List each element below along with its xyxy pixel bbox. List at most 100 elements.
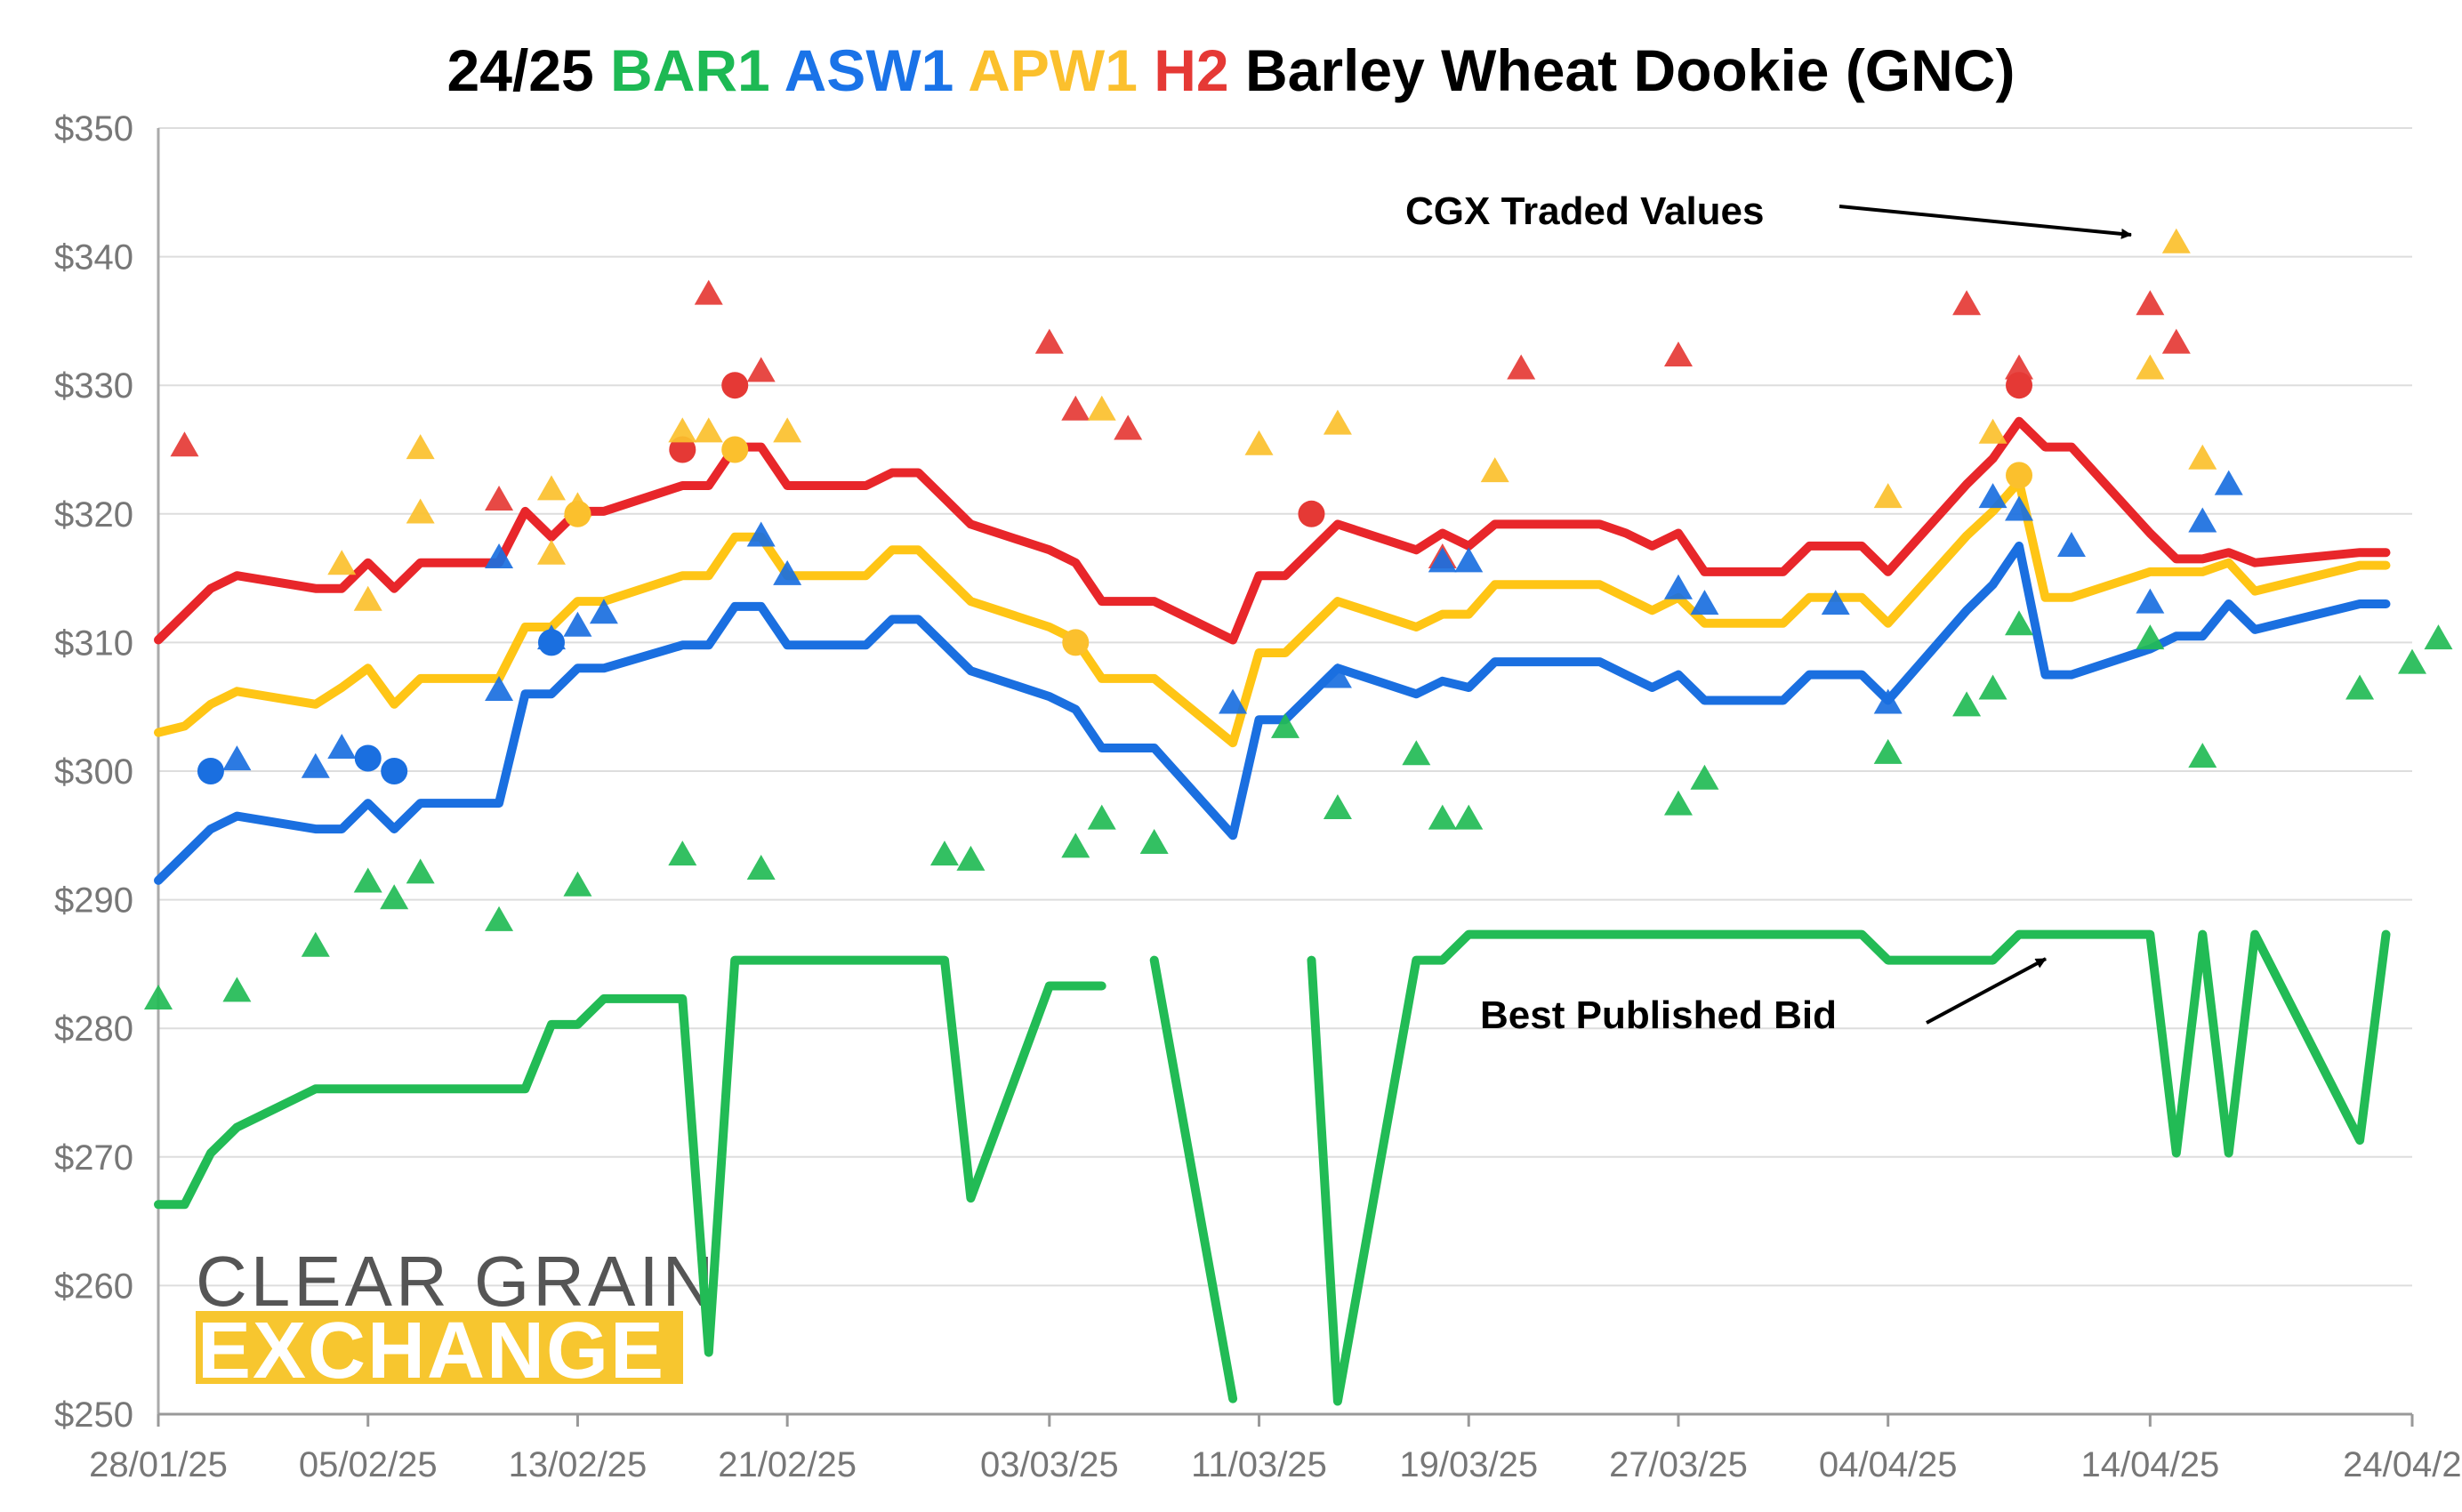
- traded-point-bar1-triangle: [2398, 648, 2426, 674]
- traded-point-bar1-triangle: [406, 858, 435, 884]
- traded-point-bar1-triangle: [2345, 674, 2375, 700]
- x-tick-label: 04/04/25: [1819, 1445, 1958, 1484]
- axes: $250 $260 $270 $280 $290 $300 $310 $320 $330 $340…: [54, 109, 2462, 1484]
- traded-point-bar1-triangle: [2424, 624, 2453, 650]
- title-segment-0: 24/25: [447, 37, 611, 103]
- title-segment-2: ASW1: [784, 37, 969, 103]
- annotation-arrow-best-bid: [1926, 957, 2047, 1025]
- traded-point-h2-circle: [721, 372, 749, 399]
- x-tick-label: 13/02/25: [509, 1445, 648, 1484]
- traded-point-asw1-triangle: [1323, 663, 1352, 688]
- y-tick-label: $330: [54, 366, 133, 406]
- traded-point-asw1-triangle: [2056, 532, 2086, 558]
- traded-point-asw1-triangle: [1873, 688, 1903, 714]
- y-tick-label: $350: [54, 109, 133, 149]
- traded-point-h2-circle: [1298, 500, 1325, 527]
- traded-point-apw1-triangle: [1323, 409, 1352, 435]
- traded-point-asw1-triangle: [301, 752, 330, 778]
- traded-point-bar1-triangle: [929, 840, 959, 866]
- traded-point-apw1-circle: [564, 500, 591, 527]
- traded-point-apw1-triangle: [353, 585, 382, 611]
- traded-point-h2-triangle: [485, 485, 514, 511]
- traded-point-bar1-triangle: [1087, 804, 1116, 830]
- traded-point-asw1-triangle: [1219, 688, 1248, 714]
- annotation-cgx-traded-values: CGX Traded Values: [1405, 189, 1765, 233]
- traded-point-asw1-triangle: [1663, 574, 1693, 599]
- traded-point-bar1-triangle: [1663, 790, 1693, 816]
- traded-point-asw1-triangle: [1428, 547, 1457, 573]
- traded-point-bar1-triangle: [1139, 829, 1169, 855]
- traded-point-bar1-triangle: [301, 931, 330, 957]
- series-line-asw1: [154, 541, 2391, 885]
- y-tick-label: $300: [54, 752, 133, 792]
- traded-point-h2-triangle: [746, 357, 776, 382]
- y-tick-label: $340: [54, 238, 133, 277]
- title-segment-3: APW1: [968, 37, 1154, 103]
- traded-point-h2-circle: [2006, 372, 2033, 399]
- traded-point-asw1-triangle: [222, 745, 252, 771]
- traded-point-bar1-triangle: [2136, 624, 2165, 650]
- traded-point-apw1-triangle: [668, 417, 697, 443]
- logo-line-2: EXCHANGE: [197, 1307, 665, 1395]
- traded-point-asw1-triangle: [2214, 470, 2243, 495]
- traded-point-asw1-triangle: [485, 543, 514, 569]
- annotation-arrow-traded-values: [1838, 205, 2132, 239]
- traded-point-bar1-triangle: [1978, 674, 2007, 700]
- traded-point-h2-triangle: [694, 279, 723, 305]
- traded-point-apw1-triangle: [1978, 418, 2007, 444]
- traded-point-asw1-circle: [537, 629, 565, 656]
- x-tick-label: 03/03/25: [980, 1445, 1119, 1484]
- traded-point-apw1-triangle: [1480, 457, 1509, 483]
- traded-point-asw1-triangle: [485, 675, 514, 701]
- y-tick-label: $270: [54, 1138, 133, 1178]
- traded-point-bar1-triangle: [1873, 738, 1903, 764]
- logo: CLEAR GRAIN EXCHANGE: [196, 1242, 713, 1395]
- grid: [158, 127, 2412, 1415]
- traded-point-h2-triangle: [170, 431, 199, 457]
- traded-point-asw1-circle: [381, 758, 408, 784]
- traded-point-h2-triangle: [1507, 354, 1536, 380]
- x-tick-label: 27/03/25: [1609, 1445, 1748, 1484]
- y-tick-label: $320: [54, 495, 133, 535]
- traded-point-apw1-triangle: [773, 417, 802, 443]
- traded-point-bar1-triangle: [1061, 832, 1090, 858]
- traded-point-bar1-triangle: [1428, 804, 1457, 830]
- y-tick-label: $280: [54, 1009, 133, 1049]
- traded-point-asw1-circle: [354, 744, 382, 772]
- traded-point-bar1-triangle: [1952, 691, 1982, 717]
- traded-point-bar1-triangle: [485, 905, 514, 931]
- x-tick-label: 21/02/25: [718, 1445, 857, 1484]
- traded-point-apw1-circle: [721, 436, 749, 463]
- traded-point-bar1-triangle: [1323, 794, 1352, 820]
- series-line-bar1: [154, 929, 2391, 1406]
- traded-point-apw1-triangle: [406, 498, 435, 524]
- traded-point-apw1-triangle: [694, 417, 723, 443]
- y-tick-label: $250: [54, 1395, 133, 1435]
- traded-markers: [144, 228, 2453, 1010]
- traded-point-bar1-triangle: [1402, 740, 1431, 766]
- traded-point-bar1-triangle: [2188, 743, 2217, 768]
- y-tick-label: $310: [54, 623, 133, 663]
- traded-point-h2-circle: [669, 436, 696, 463]
- y-tick-label: $290: [54, 881, 133, 921]
- traded-point-h2-triangle: [2136, 290, 2165, 316]
- traded-point-apw1-triangle: [1087, 395, 1116, 421]
- traded-point-asw1-triangle: [1454, 547, 1484, 573]
- series-line-apw1: [154, 477, 2391, 748]
- title-segment-4: H2: [1154, 37, 1245, 103]
- traded-point-bar1-triangle: [380, 884, 409, 910]
- x-tick-label: 28/01/25: [89, 1445, 228, 1484]
- traded-point-apw1-triangle: [2161, 228, 2191, 253]
- traded-point-asw1-triangle: [2005, 495, 2034, 521]
- x-tick-label: 05/02/25: [299, 1445, 438, 1484]
- series-lines: [154, 416, 2391, 1406]
- traded-point-bar1-triangle: [563, 871, 592, 897]
- traded-point-apw1-triangle: [2136, 354, 2165, 380]
- x-tick-label: 19/03/25: [1399, 1445, 1538, 1484]
- traded-point-bar1-triangle: [144, 985, 173, 1010]
- traded-point-asw1-triangle: [1690, 590, 1719, 615]
- traded-point-asw1-triangle: [2136, 588, 2165, 614]
- traded-point-bar1-triangle: [956, 845, 986, 871]
